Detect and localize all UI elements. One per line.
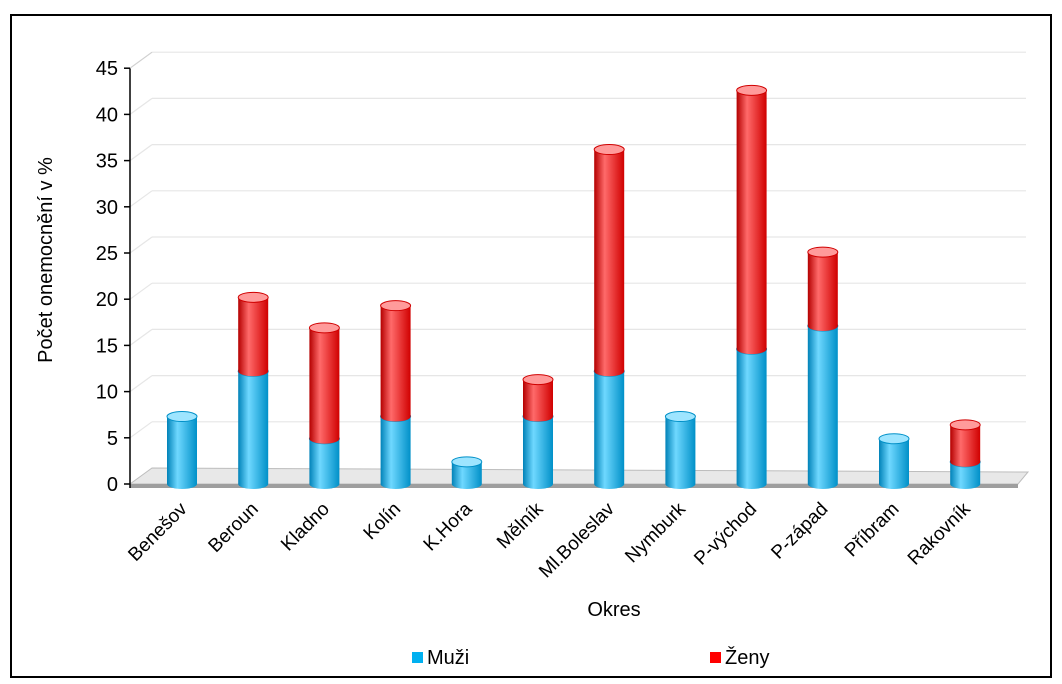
bar-segment: [664, 411, 696, 489]
x-category-label: K.Hora: [420, 498, 477, 555]
bar-body: [238, 371, 269, 489]
bar-body: [380, 416, 411, 489]
bar-top: [451, 456, 483, 468]
x-category-label: Příbram: [841, 499, 904, 562]
bar-top: [949, 419, 981, 431]
bar-body: [594, 371, 625, 489]
legend-label: Muži: [427, 647, 469, 669]
bar-segment: [807, 246, 839, 331]
bar-body: [736, 90, 767, 355]
gridlines: [129, 51, 1026, 439]
bar-segment: [807, 320, 839, 489]
bar-body: [167, 416, 197, 489]
bar-top: [807, 246, 839, 258]
chart-frame: [10, 14, 1052, 678]
gridline-depth: [129, 97, 153, 115]
legend: Muži Ženy: [412, 646, 769, 669]
y-tick-label: 5: [107, 428, 118, 450]
x-category-label: Mělník: [493, 498, 548, 553]
bar-body: [807, 325, 838, 489]
gridline-depth: [129, 144, 153, 162]
x-category-label: Kolín: [360, 499, 405, 544]
y-tick-label: 35: [96, 151, 118, 173]
y-tick-label: 30: [96, 197, 118, 219]
bar-body: [879, 438, 909, 489]
gridline-depth: [129, 375, 153, 393]
gridline-depth: [129, 282, 153, 300]
bar-segment: [593, 365, 625, 489]
x-category-label: Benešov: [124, 498, 191, 565]
y-tick-label: 40: [96, 104, 118, 126]
bar-segment: [736, 343, 768, 489]
legend-swatch: [412, 652, 423, 663]
bar-segment: [308, 322, 340, 444]
y-tick-label: 25: [96, 243, 118, 265]
bar-top: [878, 433, 910, 445]
gridline-depth: [129, 190, 153, 208]
bar-segment: [237, 365, 269, 489]
bar-top: [664, 411, 696, 423]
bar-body: [807, 252, 838, 331]
gridline-depth: [129, 236, 153, 254]
bar-segment: [522, 374, 554, 422]
bar-body: [594, 149, 625, 377]
bar-body: [238, 297, 269, 377]
bar-body: [950, 424, 981, 467]
bar-segment: [380, 300, 412, 422]
bar-body: [309, 438, 340, 489]
bar-top: [308, 322, 340, 334]
bar-body: [380, 305, 411, 422]
x-category-label: P-západ: [767, 499, 832, 564]
bar-body: [523, 379, 553, 422]
bars: [166, 84, 981, 489]
gridline-depth: [129, 421, 153, 439]
legend-swatch: [710, 652, 721, 663]
y-tick-label: 0: [107, 474, 118, 496]
bar-top: [736, 84, 768, 96]
bar-body: [736, 349, 767, 489]
x-category-label: Kladno: [277, 499, 334, 556]
bar-segment: [949, 419, 981, 467]
x-category-label: Nymburk: [621, 498, 690, 567]
bar-top: [593, 144, 625, 156]
bar-segment: [878, 433, 910, 489]
y-tick-label: 45: [96, 58, 118, 80]
bar-segment: [593, 144, 625, 377]
bar-segment: [380, 411, 412, 489]
bar-top: [166, 411, 198, 423]
bar-segment: [451, 456, 483, 489]
bar-segment: [736, 84, 768, 355]
legend-label: Ženy: [725, 646, 769, 669]
bar-segment: [166, 411, 198, 489]
x-axis-title: Okres: [587, 599, 640, 621]
bar-top: [380, 300, 412, 312]
y-axis-depth: [129, 51, 153, 69]
chart-floor: [128, 467, 1030, 488]
y-tick-label: 20: [96, 289, 118, 311]
x-category-label: Beroun: [205, 499, 263, 557]
bar-body: [309, 327, 340, 444]
x-category-label: Rakovník: [904, 498, 975, 569]
x-axis: Benešov Beroun Kladno Kolín K.Hora MělníkMl.B…: [124, 498, 975, 582]
y-axis-title: Počet onemocnění v %: [35, 157, 57, 363]
bar-top: [237, 291, 269, 303]
floor-edge: [130, 484, 1018, 488]
y-tick-label: 15: [96, 335, 118, 357]
x-category-label: Ml.Boleslav: [535, 498, 619, 582]
x-category-label: P-východ: [690, 499, 761, 570]
bar-body: [665, 416, 696, 489]
y-axis: 0 5 10 15 20 25 30 35 40 45: [96, 51, 153, 496]
bar-body: [523, 416, 553, 489]
bar-body: [451, 461, 482, 489]
bar-segment: [522, 411, 554, 489]
bar-body: [950, 461, 981, 489]
bar-segment: [237, 291, 269, 377]
bar-top: [522, 374, 554, 386]
gridline-depth: [129, 328, 153, 346]
y-tick-label: 10: [96, 382, 118, 404]
